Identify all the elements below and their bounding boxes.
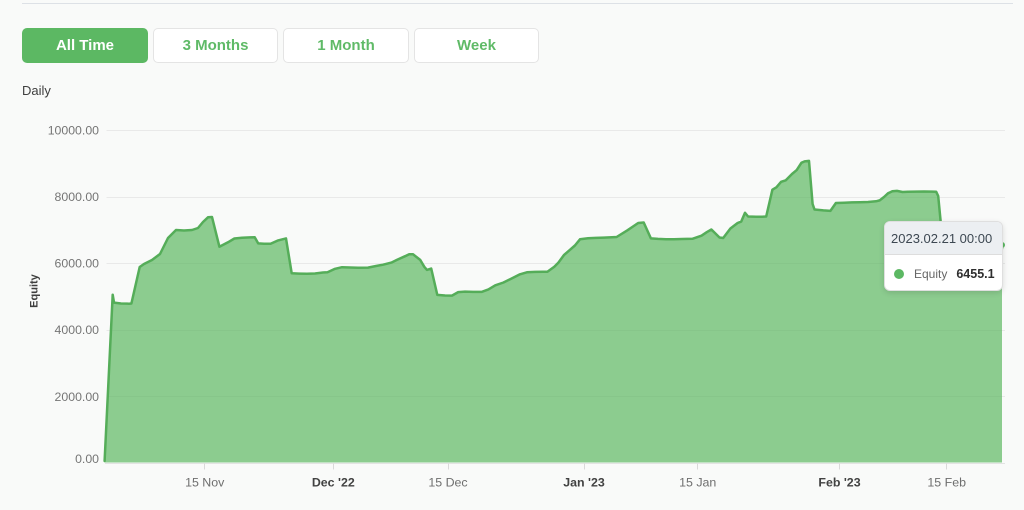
svg-text:2000.00: 2000.00 bbox=[55, 390, 100, 404]
svg-text:Feb '23: Feb '23 bbox=[818, 476, 860, 490]
svg-text:Equity: Equity bbox=[29, 273, 41, 307]
svg-text:6000.00: 6000.00 bbox=[55, 257, 100, 271]
svg-text:0.00: 0.00 bbox=[75, 452, 99, 466]
svg-text:Dec '22: Dec '22 bbox=[312, 476, 355, 490]
svg-text:15 Jan: 15 Jan bbox=[679, 476, 716, 490]
svg-text:15 Nov: 15 Nov bbox=[185, 476, 225, 490]
svg-text:4000.00: 4000.00 bbox=[55, 323, 100, 337]
svg-text:8000.00: 8000.00 bbox=[55, 190, 100, 204]
svg-text:15 Dec: 15 Dec bbox=[428, 476, 467, 490]
svg-text:Jan '23: Jan '23 bbox=[563, 476, 605, 490]
svg-text:15 Feb: 15 Feb bbox=[927, 476, 966, 490]
svg-text:10000.00: 10000.00 bbox=[48, 123, 99, 137]
